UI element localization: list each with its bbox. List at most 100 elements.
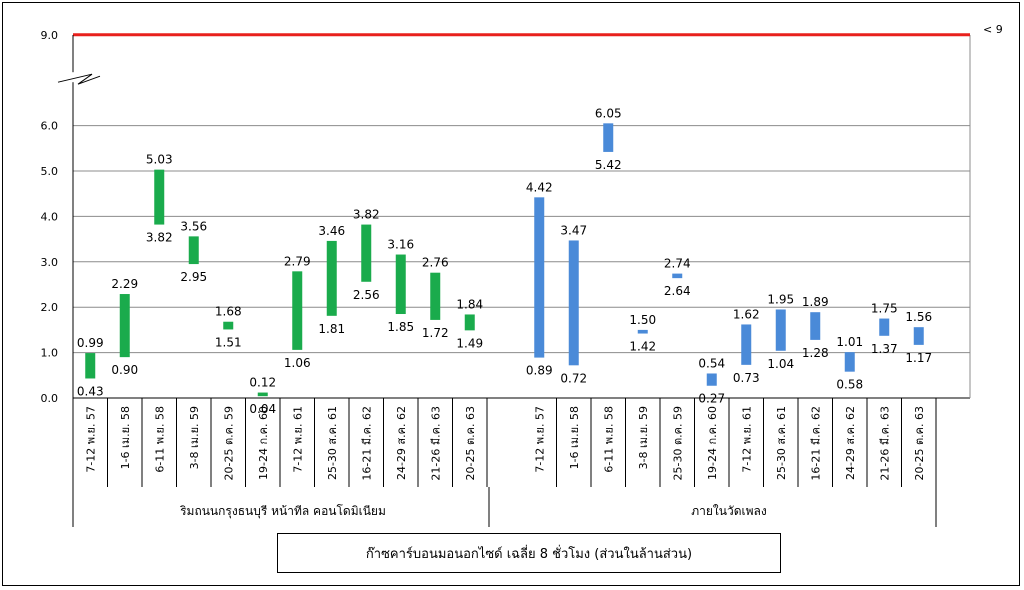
y-tick-label: 3.0 — [41, 256, 59, 269]
y-tick-label: 1.0 — [41, 347, 59, 360]
x-tick-label: 25-30 ส.ค. 61 — [775, 406, 788, 480]
chart-caption-text: ก๊าซคาร์บอนมอนอกไซด์ เฉลี่ย 8 ชั่วโมง (ส… — [365, 546, 693, 562]
bar — [119, 294, 130, 358]
bar — [326, 240, 337, 316]
x-tick-label: 16-21 มี.ค. 62 — [360, 406, 373, 481]
bar — [292, 271, 303, 350]
min-label: 1.42 — [629, 340, 656, 354]
max-label: 1.50 — [629, 313, 656, 327]
max-label: 1.84 — [456, 297, 483, 311]
max-label: 3.56 — [180, 219, 207, 233]
y-tick-label: 6.0 — [41, 120, 59, 133]
bar — [154, 169, 165, 225]
min-label: 2.56 — [353, 288, 380, 302]
y-tick-label: 5.0 — [41, 165, 59, 178]
bar — [361, 224, 372, 282]
max-label: 3.82 — [353, 208, 380, 222]
x-tick-label: 3-8 เม.ย. 59 — [188, 406, 201, 469]
x-tick-label: 21-26 มี.ค. 63 — [878, 406, 891, 481]
min-label: 1.06 — [284, 356, 311, 370]
bars — [85, 123, 924, 397]
x-tick-label: 24-29 ส.ค. 62 — [395, 406, 408, 480]
bar — [464, 314, 475, 331]
x-tick-label: 3-8 เม.ย. 59 — [637, 406, 650, 469]
max-label: 0.12 — [249, 376, 276, 390]
standard-line-label: < 9 — [983, 23, 1003, 36]
min-label: 0.04 — [249, 402, 276, 416]
x-tick-label: 16-21 มี.ค. 62 — [809, 406, 822, 481]
x-tick-label: 7-12 พ.ย. 61 — [291, 406, 304, 473]
min-label: 3.82 — [146, 231, 173, 245]
bar — [223, 321, 234, 330]
bar — [775, 309, 786, 351]
min-label: 1.49 — [456, 336, 483, 350]
axes: 0.01.02.03.04.05.06.09.010.0< 97-12 พ.ย.… — [41, 23, 1003, 527]
max-label: 3.46 — [318, 224, 345, 238]
min-label: 1.85 — [387, 320, 414, 334]
max-label: 1.01 — [836, 335, 863, 349]
max-label: 2.76 — [422, 256, 449, 270]
bar — [913, 327, 924, 345]
min-label: 1.37 — [871, 342, 898, 356]
max-label: 1.68 — [215, 305, 242, 319]
max-label: 1.95 — [767, 292, 794, 306]
x-tick-label: 1-6 เม.ย. 58 — [568, 406, 581, 469]
min-label: 0.89 — [526, 364, 553, 378]
bar — [741, 324, 752, 365]
bar — [568, 240, 579, 366]
chart-caption: ก๊าซคาร์บอนมอนอกไซด์ เฉลี่ย 8 ชั่วโมง (ส… — [277, 533, 781, 573]
x-tick-label: 1-6 เม.ย. 58 — [119, 406, 132, 469]
x-tick-label: 24-29 ส.ค. 62 — [844, 406, 857, 480]
min-label: 1.51 — [215, 335, 242, 349]
bar — [879, 318, 890, 336]
x-tick-label: 20-25 ต.ค. 63 — [913, 406, 926, 480]
y-tick-label: 0.0 — [41, 392, 59, 405]
min-label: 1.04 — [767, 357, 794, 371]
x-tick-label: 6-11 พ.ย. 58 — [153, 406, 166, 473]
x-tick-label: 7-12 พ.ย. 61 — [740, 406, 753, 473]
bar — [257, 392, 268, 397]
x-tick-label: 25-30 ส.ค. 61 — [326, 406, 339, 480]
max-label: 4.42 — [526, 180, 553, 194]
x-tick-label: 25-30 ต.ค. 59 — [671, 406, 684, 480]
max-label: 2.79 — [284, 254, 311, 268]
min-label: 1.17 — [905, 351, 932, 365]
min-label: 0.27 — [698, 392, 725, 406]
x-tick-label: 7-12 พ.ย. 57 — [533, 406, 546, 473]
min-label: 0.90 — [111, 363, 138, 377]
x-tick-label: 20-25 ต.ค. 59 — [222, 406, 235, 480]
max-label: 1.75 — [871, 302, 898, 316]
bar — [706, 373, 717, 386]
min-label: 0.58 — [836, 378, 863, 392]
bar — [395, 254, 406, 315]
max-label: 0.99 — [77, 336, 104, 350]
min-label: 0.43 — [77, 384, 104, 398]
min-label: 1.28 — [802, 346, 829, 360]
x-tick-label: 6-11 พ.ย. 58 — [602, 406, 615, 473]
x-tick-label: 19-24 ก.ค. 60 — [257, 406, 270, 480]
max-label: 5.03 — [146, 153, 173, 167]
min-label: 0.73 — [733, 371, 760, 385]
gridlines — [73, 33, 971, 399]
group-label: ริมถนนกรุงธนบุรี หน้าทีล คอนโดมิเนียม — [180, 504, 386, 519]
bar — [188, 236, 199, 265]
max-label: 0.54 — [698, 356, 725, 370]
axis-break-mark — [57, 73, 101, 85]
max-label: 3.16 — [387, 238, 414, 252]
min-label: 5.42 — [595, 158, 622, 172]
max-label: 2.74 — [664, 257, 691, 271]
x-tick-label: 20-25 ต.ค. 63 — [464, 406, 477, 480]
bar — [85, 353, 96, 379]
bar — [672, 273, 683, 279]
max-label: 1.56 — [905, 310, 932, 324]
x-tick-label: 21-26 มี.ค. 63 — [429, 406, 442, 481]
min-label: 2.64 — [664, 284, 691, 298]
min-label: 0.72 — [560, 371, 587, 385]
y-tick-label: 2.0 — [41, 301, 59, 314]
x-tick-label: 7-12 พ.ย. 57 — [84, 406, 97, 473]
bar — [430, 272, 441, 320]
bar — [637, 329, 648, 334]
bar — [810, 312, 821, 340]
